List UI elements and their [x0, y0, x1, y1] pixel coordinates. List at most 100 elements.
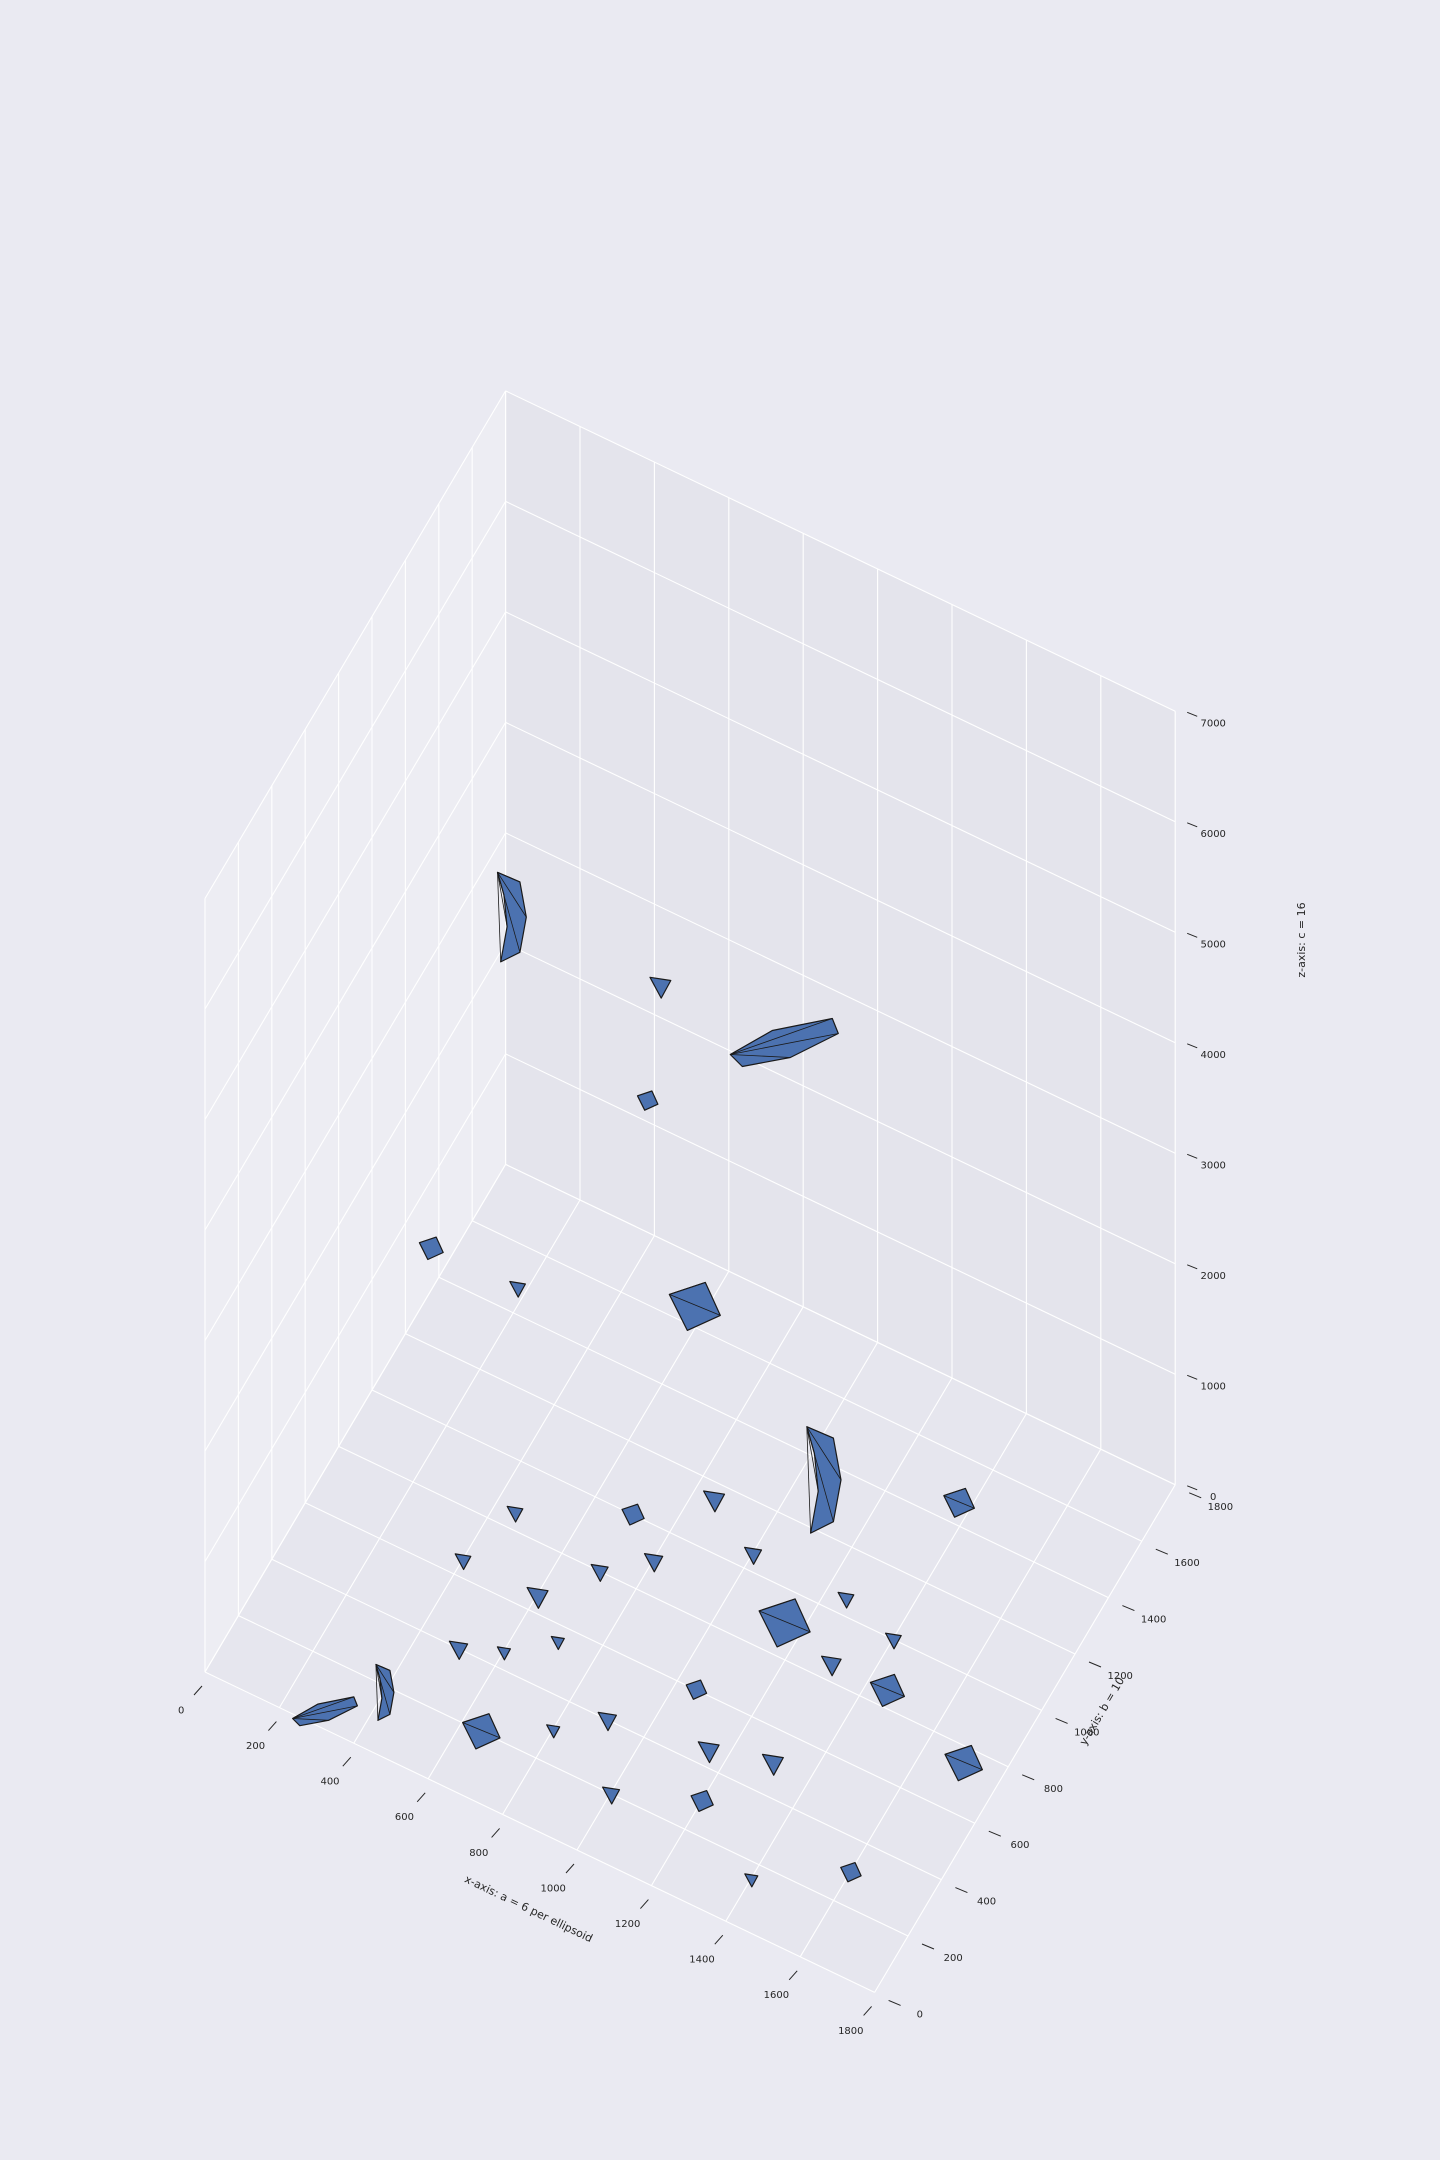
surface-patch	[597, 1711, 618, 1732]
x-tick-label: 1000	[540, 1883, 565, 1894]
surface-mesh-edge	[758, 1598, 796, 1612]
y-tick	[988, 1830, 1001, 1837]
floor-grid-y	[371, 1389, 1042, 1711]
surface-patch	[837, 1591, 855, 1609]
surface-patch	[820, 1655, 842, 1677]
x-tick	[268, 1721, 277, 1731]
surface-mesh-edge	[943, 1495, 975, 1509]
z-tick	[1187, 1043, 1198, 1049]
z-tick	[1187, 711, 1198, 717]
surface-mesh-edge	[730, 1030, 773, 1055]
floor-grid-x	[427, 1270, 730, 1780]
floor-grid-x	[874, 1484, 1176, 1993]
y-tick-label: 200	[944, 1953, 963, 1964]
y-tick-label: 0	[917, 2009, 923, 2020]
x-tick-label: 1200	[615, 1919, 640, 1930]
surface-patch	[690, 1789, 714, 1813]
x-tick-label: 600	[395, 1812, 414, 1823]
left-wall-pane	[205, 390, 506, 1672]
y-tick	[921, 1943, 935, 1950]
floor-grid-y	[238, 1615, 909, 1937]
surface-patch	[454, 1553, 472, 1571]
x-tick-label: 200	[246, 1741, 265, 1752]
surface-patch	[496, 1646, 511, 1661]
surface-patch	[448, 1640, 469, 1661]
x-tick-label: 1600	[764, 1990, 789, 2001]
x-tick-label: 800	[469, 1848, 488, 1859]
surface-patch	[685, 1679, 708, 1700]
back-grid-z	[505, 1163, 1176, 1486]
surface-mesh-edge	[943, 1488, 966, 1496]
surface-mesh-edge	[292, 1696, 354, 1719]
surface-patch	[418, 1236, 444, 1261]
surface-mesh-edge	[462, 1722, 501, 1739]
x-tick	[714, 1934, 724, 1945]
y-tick-label: 1200	[1107, 1671, 1132, 1682]
surface-patch	[506, 1505, 524, 1523]
floor-grid-y	[338, 1445, 1009, 1768]
y-tick-label: 1400	[1141, 1615, 1166, 1626]
y-tick	[1088, 1661, 1102, 1668]
x-tick	[342, 1756, 352, 1767]
floor-grid-y	[405, 1333, 1076, 1655]
surface-mesh-edge	[375, 1664, 395, 1693]
z-tick	[1187, 822, 1198, 828]
surface-patch	[601, 1786, 621, 1805]
surface-mesh-edge	[375, 1664, 391, 1715]
x-tick	[863, 2006, 872, 2016]
back-grid-z	[505, 721, 1176, 1044]
back-grid-z	[505, 390, 1176, 712]
surface-mesh-edge	[806, 1426, 834, 1522]
z-tick	[1187, 1374, 1198, 1380]
surface-mesh-edge	[730, 1018, 833, 1055]
surface-mesh-edge	[462, 1713, 490, 1723]
surface-mesh-edge	[806, 1426, 819, 1492]
floor-grid-y	[304, 1502, 976, 1824]
y-tick	[1155, 1548, 1168, 1555]
surface-patch	[744, 1873, 759, 1888]
surface-mesh-edge	[730, 1033, 839, 1055]
y-tick-label: 800	[1044, 1784, 1063, 1795]
surface-patch	[509, 1280, 527, 1298]
grid	[204, 390, 1176, 1993]
surface-patch	[840, 1861, 862, 1883]
z-tick-label: 6000	[1200, 829, 1225, 840]
surface-patch	[702, 1490, 726, 1513]
left-grid-z	[204, 501, 507, 1010]
z-tick-label: 3000	[1200, 1161, 1225, 1172]
y-tick-label: 1000	[1074, 1727, 1099, 1738]
surface-mesh-edge	[375, 1664, 391, 1671]
x-tick	[193, 1685, 203, 1696]
surface-mesh-edge	[870, 1682, 905, 1697]
surface-patch	[636, 1090, 659, 1111]
z-tick	[1187, 1264, 1198, 1270]
axis-ticks: 0200400600800100012001400160018000200400…	[178, 711, 1233, 2037]
surface-mesh-edge	[292, 1703, 318, 1719]
y-tick	[1055, 1717, 1068, 1724]
surface-mesh-edge	[497, 871, 521, 883]
x-tick-label: 400	[320, 1777, 339, 1788]
surface-mesh-edge	[944, 1753, 983, 1771]
surface-mesh-edge	[806, 1426, 842, 1481]
y-tick	[1022, 1774, 1035, 1781]
y-tick	[1189, 1492, 1202, 1499]
surface-mesh-edge	[669, 1294, 721, 1316]
surface-patch	[806, 1426, 842, 1534]
y-tick-label: 1600	[1174, 1558, 1199, 1569]
left-grid-z	[204, 611, 507, 1120]
surface-mesh-edge	[944, 1745, 972, 1755]
surface-patch	[697, 1741, 720, 1764]
z-tick-label: 1000	[1200, 1382, 1225, 1393]
x-tick	[565, 1863, 575, 1874]
surface-patch	[761, 1753, 784, 1776]
surface-patch	[546, 1724, 561, 1739]
z-tick-label: 2000	[1200, 1271, 1225, 1282]
left-grid-z	[204, 832, 507, 1341]
left-grid-z	[204, 390, 507, 899]
z-tick	[1187, 1485, 1198, 1491]
surface-patch	[590, 1563, 609, 1583]
surface-patch	[884, 1632, 902, 1650]
x-tick	[788, 1970, 798, 1981]
y-tick-label: 1800	[1208, 1502, 1233, 1513]
